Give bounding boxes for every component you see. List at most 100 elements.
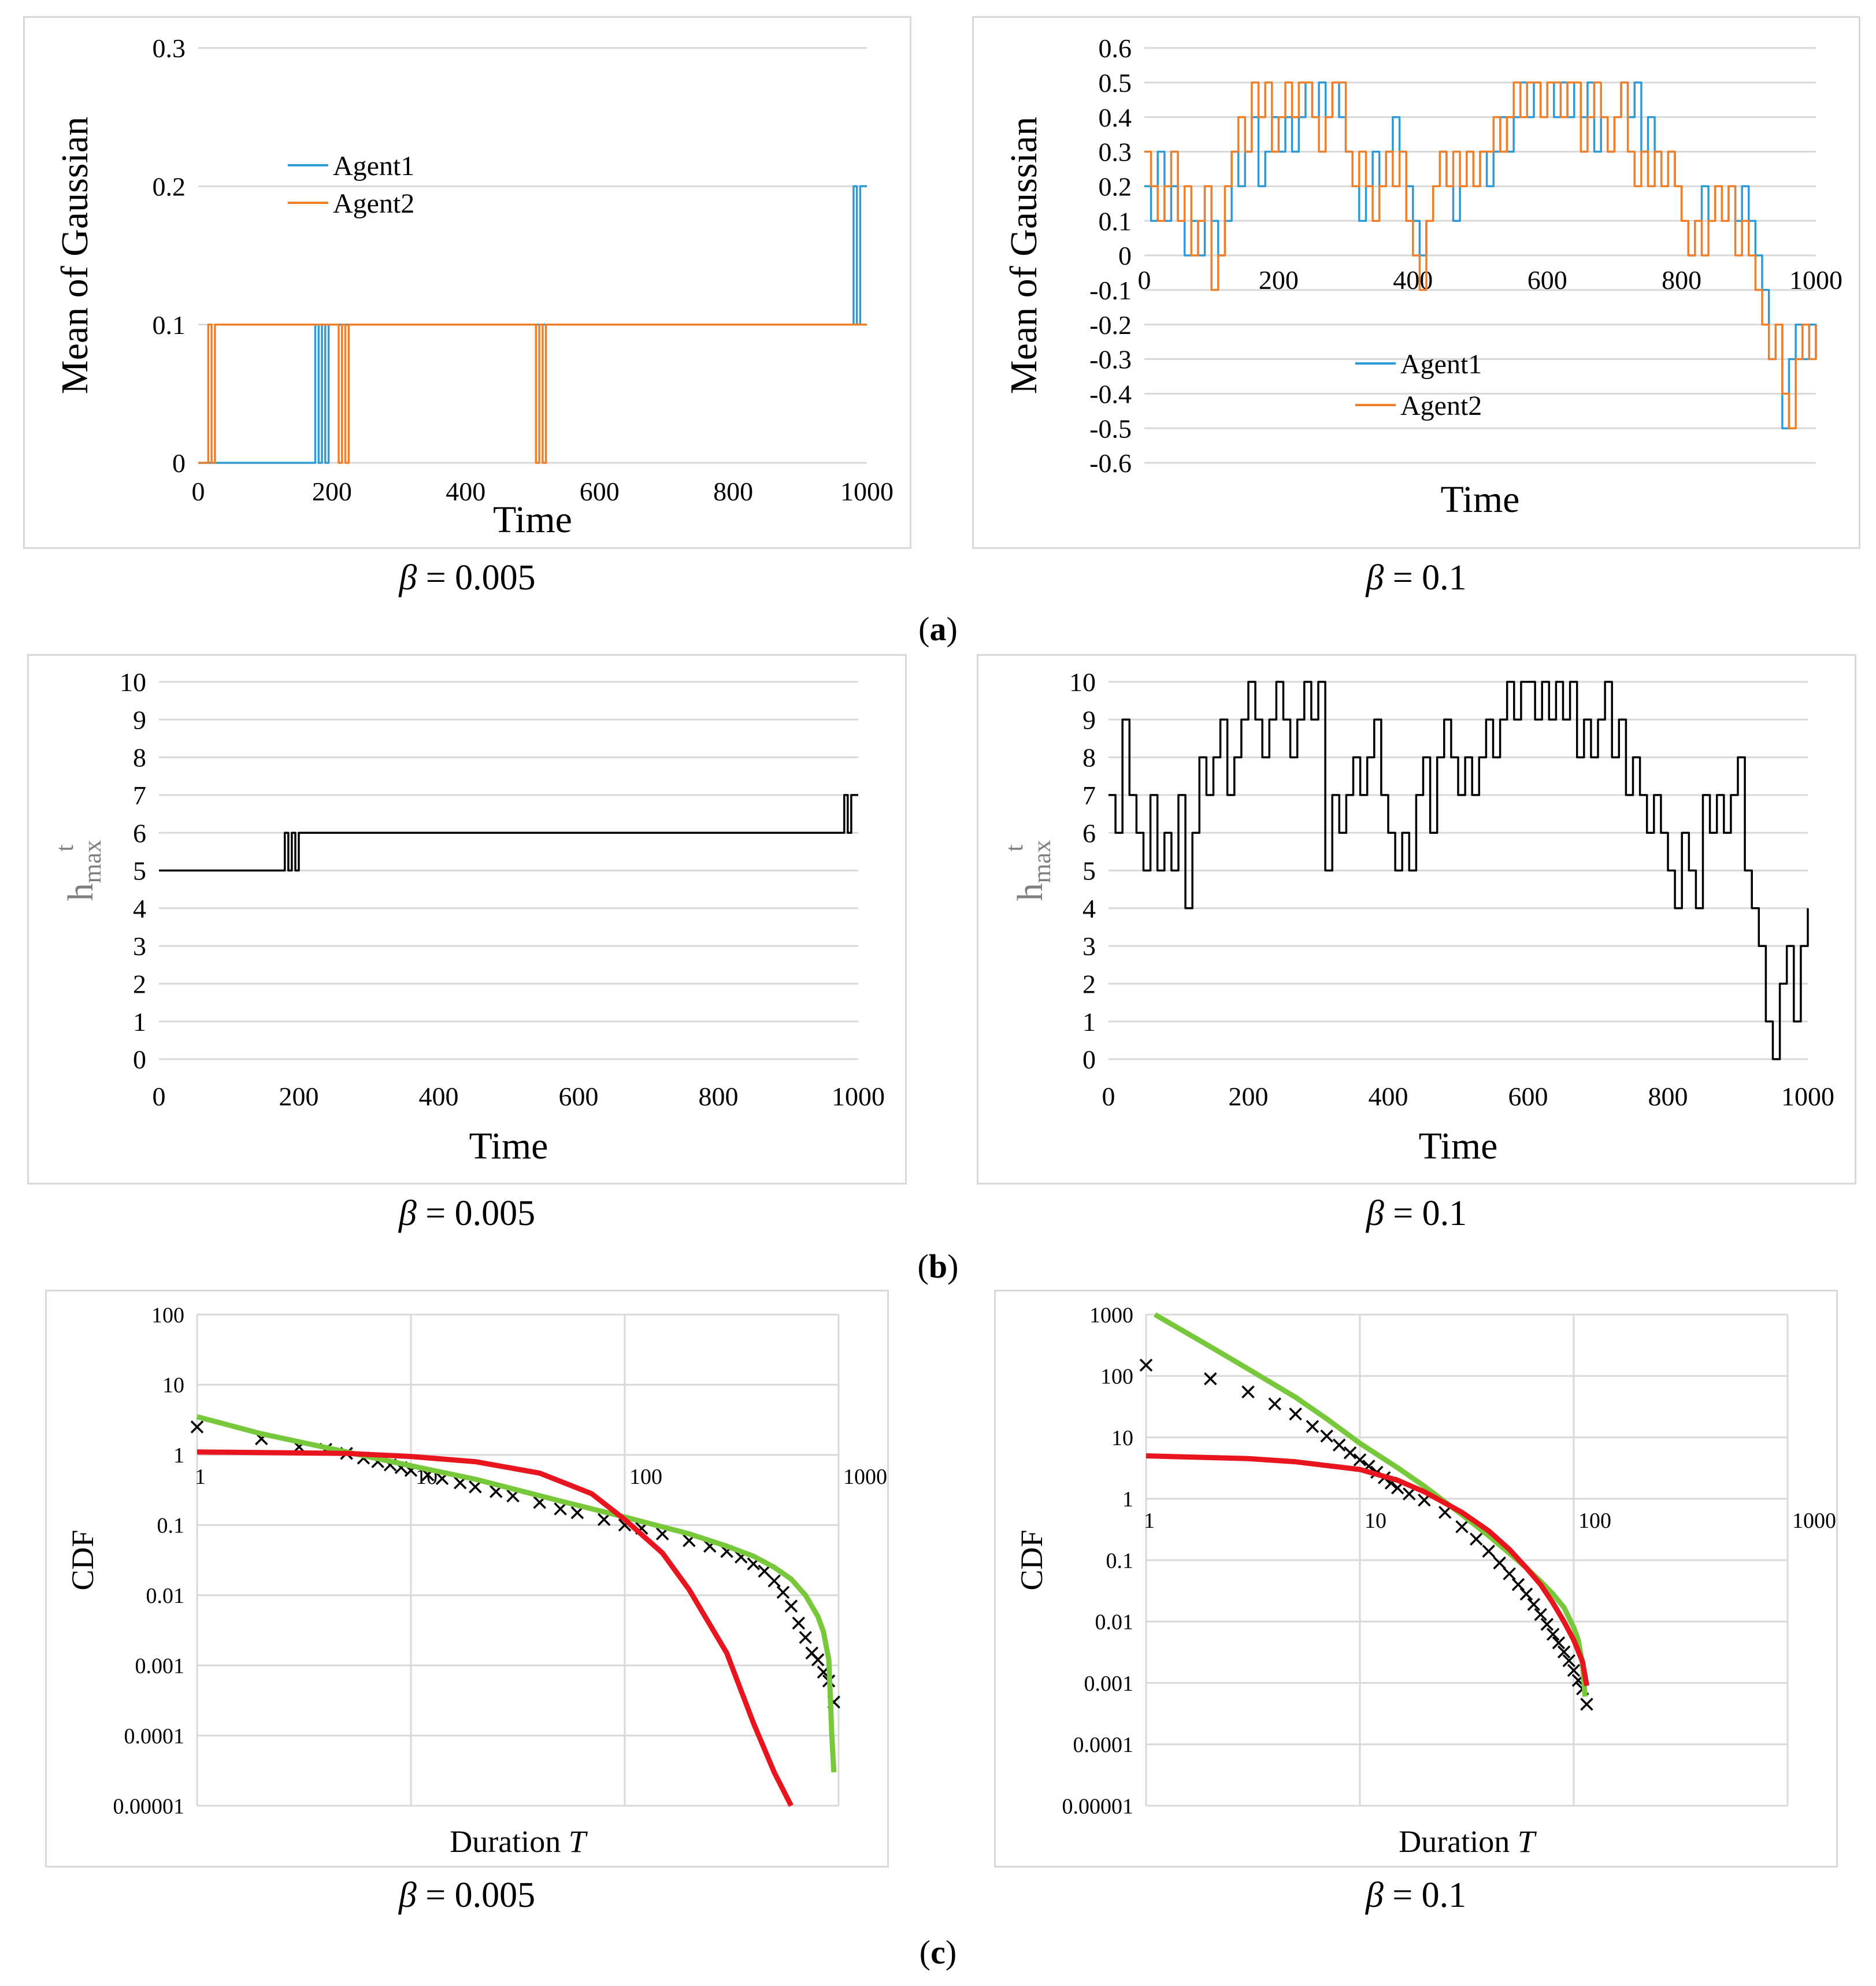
y-tick-label: 100 [1100, 1365, 1133, 1389]
x-axis-label: Time [493, 499, 572, 541]
data-point-marker [1580, 1698, 1593, 1711]
data-point-marker [1540, 1617, 1554, 1631]
y-tick-label: 3 [133, 931, 146, 961]
chart-panel-a1: 0 0.1 0.2 0.3 0 200 400 600 800 1000 Agent1 Agent2 M… [23, 16, 911, 549]
y-tick-label: 8 [1082, 743, 1096, 773]
subfigure-letter: c [930, 1933, 946, 1971]
data-point-marker [1562, 1654, 1575, 1668]
x-tick-label: 400 [419, 1082, 459, 1111]
data-point-marker [1332, 1438, 1346, 1452]
data-markers [1139, 1358, 1593, 1711]
chart-c2: 0.00001 0.0001 0.001 0.01 0.1 1 10 100 1000 1 10 10… [1014, 1303, 1836, 1859]
y-tick-label: 0 [1082, 1045, 1096, 1074]
data-point-marker [554, 1502, 567, 1516]
data-point-marker [776, 1586, 790, 1599]
subfigure-label-b: (b) [917, 1248, 959, 1285]
chart-panel-a2: -0.6 -0.5 -0.4 -0.3 -0.2 -0.1 0 0.1 0.2 0.3 0.4 0.5… [972, 16, 1860, 549]
beta-symbol: β [1365, 1876, 1384, 1915]
y-axis-label-superscript: t [51, 845, 79, 852]
chart-panel-c1: 0.00001 0.0001 0.001 0.01 0.1 1 10 100 1 10 100 100… [45, 1290, 889, 1868]
chart-panel-c2: 0.00001 0.0001 0.001 0.01 0.1 1 10 100 1000 1 10 10… [994, 1290, 1838, 1868]
series-line-1 [196, 1414, 837, 1773]
x-tick-label: 100 [1578, 1509, 1611, 1533]
data-point-marker [1546, 1628, 1560, 1641]
x-axis-label: Time [1441, 478, 1520, 521]
data-point-marker [1493, 1556, 1506, 1570]
x-tick-label: 200 [312, 477, 352, 506]
y-tick-label: 0.1 [157, 1514, 185, 1538]
data-point-marker [1503, 1567, 1516, 1580]
data-point-marker [469, 1480, 482, 1494]
x-tick-label: 0 [1138, 265, 1151, 295]
y-axis-label: CDF [1014, 1530, 1049, 1590]
data-point-marker [1320, 1430, 1333, 1443]
x-tick-label: 1000 [832, 1082, 885, 1111]
y-tick-label: 10 [1111, 1426, 1133, 1450]
x-tick-label: 400 [446, 477, 485, 506]
beta-symbol: β [1366, 558, 1384, 597]
x-tick-label: 800 [1662, 265, 1701, 295]
data-point-marker [1534, 1608, 1547, 1621]
y-tick-label: 0 [1118, 241, 1132, 270]
y-tick-label: 4 [1082, 894, 1096, 923]
y-tick-label: 0.001 [135, 1654, 185, 1678]
y-axis-label: CDF [65, 1530, 100, 1590]
y-axis-label: hmaxt [1000, 840, 1056, 901]
y-tick-label: 1 [133, 1007, 146, 1037]
data-point-marker [1268, 1397, 1281, 1410]
legend: Agent1 Agent2 [288, 151, 414, 219]
y-tick-label: 0.1 [1106, 1549, 1134, 1573]
x-tick-label: 1000 [1792, 1509, 1836, 1533]
x-axis-label-variable: T [1518, 1824, 1537, 1859]
y-tick-label: 1 [1082, 1007, 1096, 1037]
legend: Agent1 Agent2 [1355, 349, 1482, 421]
y-tick-label: 0.001 [1084, 1672, 1134, 1696]
x-tick-label: 800 [1648, 1082, 1688, 1111]
x-axis-label-variable: T [569, 1824, 588, 1859]
beta-symbol: β [398, 1194, 417, 1233]
data-point-marker [768, 1574, 781, 1588]
series-line-2 [1145, 1453, 1589, 1687]
caption-b2: β = 0.1 [1366, 1194, 1467, 1233]
y-tick-label: -0.6 [1089, 448, 1132, 478]
caption-b1: β = 0.005 [398, 1194, 536, 1233]
x-tick-label: 1 [195, 1465, 206, 1489]
data-point-marker [1353, 1453, 1367, 1467]
y-tick-label: 7 [133, 781, 146, 810]
x-tick-label: 600 [1508, 1082, 1548, 1111]
y-tick-label: 9 [133, 705, 146, 734]
data-point-marker [1519, 1587, 1533, 1601]
data-point-marker [1552, 1636, 1566, 1650]
y-tick-label: 2 [1082, 970, 1096, 999]
y-tick-label: 4 [133, 894, 146, 923]
data-point-marker [799, 1631, 812, 1645]
y-tick-label: 0.0001 [1073, 1733, 1134, 1757]
chart-b2: 0 1 2 3 4 5 6 7 8 9 10 0 200 400 600 800 1000 hmaxt Time [1000, 667, 1834, 1167]
y-tick-label: 0 [133, 1045, 146, 1074]
data-point-marker [1403, 1487, 1416, 1501]
x-tick-label: 1000 [1789, 265, 1842, 295]
data-point-marker [1527, 1598, 1541, 1611]
x-tick-label: 200 [1259, 265, 1299, 295]
data-point-marker [1511, 1578, 1525, 1591]
y-tick-label: 1 [173, 1443, 184, 1468]
subfigure-letter: a [929, 610, 947, 648]
x-tick-label: 600 [580, 477, 620, 506]
series-line-agent1 [198, 185, 867, 464]
data-point-marker [597, 1513, 611, 1526]
y-tick-label: 9 [1082, 705, 1096, 734]
y-tick-label: 0.1 [1099, 206, 1132, 236]
data-point-marker [1204, 1372, 1217, 1386]
x-tick-label: 200 [279, 1082, 319, 1111]
caption-c2: β = 0.1 [1365, 1876, 1467, 1915]
y-axis-label: Mean of Gaussian [54, 117, 96, 394]
data-point-marker [1306, 1420, 1319, 1434]
x-tick-label: 1000 [843, 1465, 887, 1489]
y-tick-label: 0.01 [1095, 1610, 1134, 1635]
subfigure-letter: b [928, 1248, 948, 1285]
y-tick-label: 0.00001 [113, 1794, 185, 1818]
x-tick-label: 400 [1369, 1082, 1408, 1111]
data-point-marker [1482, 1545, 1495, 1558]
legend-label: Agent2 [1400, 391, 1482, 421]
caption-a2: β = 0.1 [1366, 558, 1467, 597]
